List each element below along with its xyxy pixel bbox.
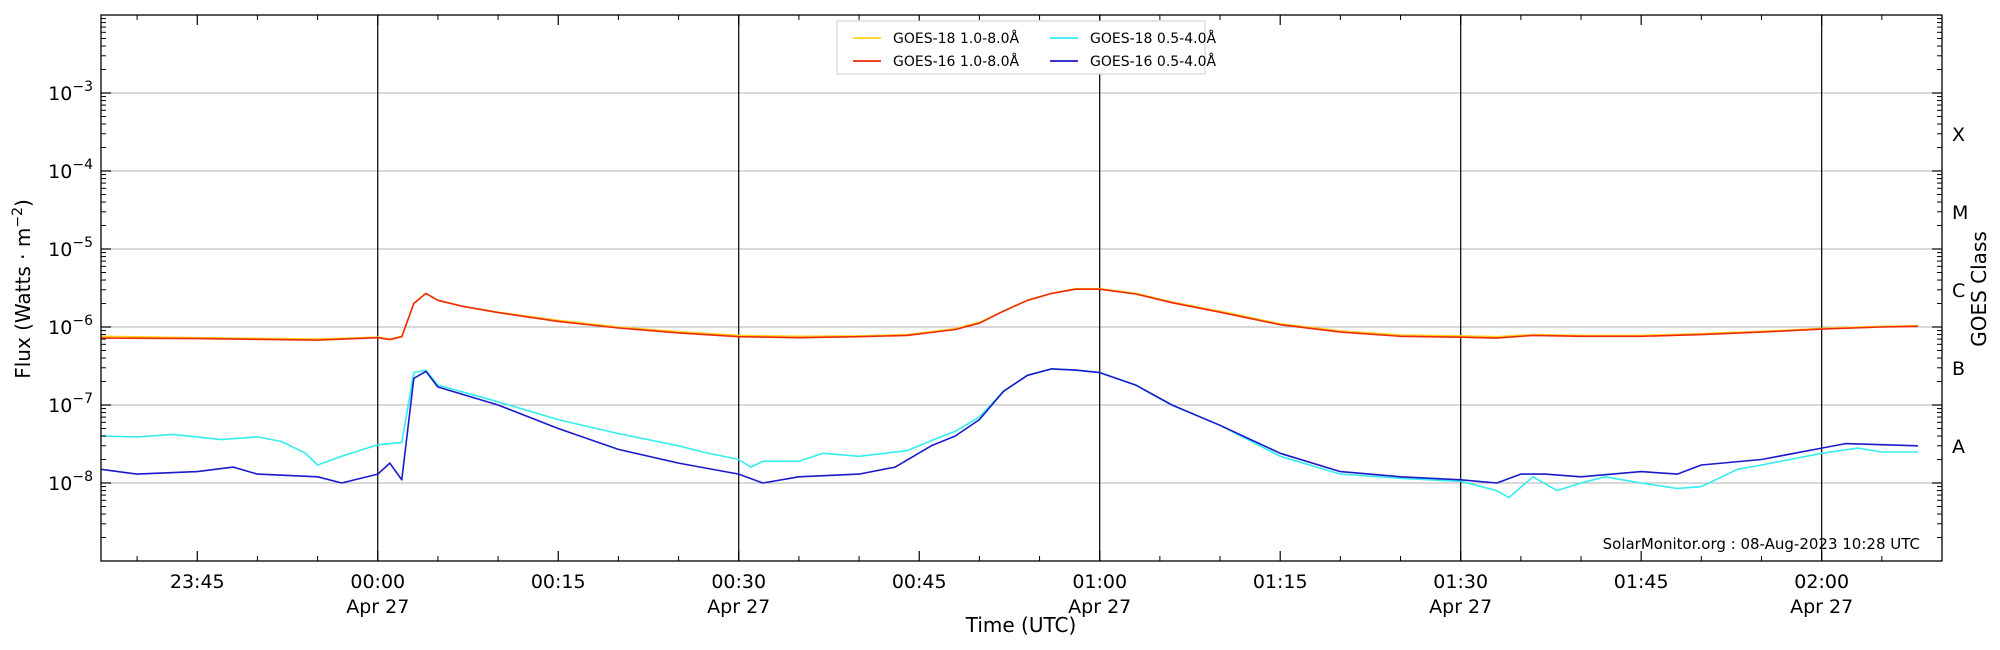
y-tick-base: 10: [48, 161, 72, 183]
goes-class-labels: A B C M X: [1952, 124, 1968, 458]
x-tick-label: 23:45: [170, 571, 225, 593]
y-tick-label: 10−4: [48, 157, 93, 183]
y-tick-base: 10: [48, 473, 72, 495]
y-tick-label: 10−6: [48, 313, 93, 339]
flux-series: [100, 287, 1918, 499]
y-tick-label: 10−5: [48, 235, 93, 261]
x-tick-label: 01:30: [1433, 571, 1488, 593]
x-tick-labels: 23:45 00:00 Apr 27 00:15 00:30 Apr 27 00:45 01:…: [170, 571, 1853, 618]
y-tick-exponent: −3: [72, 79, 93, 95]
legend-label: GOES-16 1.0-8.0Å: [893, 53, 1019, 70]
x-tick-date-label: Apr 27: [707, 596, 770, 618]
y-tick-exponent: −5: [72, 235, 93, 251]
x-tick-label: 00:45: [892, 571, 947, 593]
legend-box: [836, 20, 1206, 75]
legend-label: GOES-16 0.5-4.0Å: [1090, 53, 1216, 70]
x-tick-date-label: Apr 27: [346, 596, 409, 618]
legend-label: GOES-18 0.5-4.0Å: [1090, 30, 1216, 47]
y-axis-title: Flux (Watts · m−2): [10, 199, 35, 379]
y-tick-base: 10: [48, 239, 72, 261]
x-tick-label: 00:00: [350, 571, 405, 593]
goes-class-label: A: [1952, 436, 1965, 458]
x-tick-label: 00:15: [531, 571, 586, 593]
x-tick-label: 01:15: [1253, 571, 1308, 593]
y-axis-title-text: Flux (Watts · m: [11, 228, 35, 379]
x-tick-date-label: Apr 27: [1429, 596, 1492, 618]
goes-class-label: M: [1952, 202, 1968, 224]
legend-entries: GOES-18 1.0-8.0Å GOES-16 1.0-8.0Å GOES-18 …: [853, 30, 1216, 70]
y-tick-base: 10: [48, 395, 72, 417]
y-tick-exponent: −7: [72, 391, 93, 407]
gridlines: [101, 92, 1942, 484]
y-tick-exponent: −8: [72, 469, 93, 485]
y-tick-base: 10: [48, 317, 72, 339]
goes-class-label: B: [1952, 358, 1965, 380]
x-tick-label: 02:00: [1794, 571, 1849, 593]
y-axis-title-close: ): [11, 199, 35, 207]
right-axis-title: GOES Class: [1967, 231, 1991, 347]
series-line-2: [100, 288, 1918, 341]
axis-ticks: [101, 15, 1943, 561]
series-line-4: [100, 368, 1918, 484]
y-tick-labels: 10−810−710−610−510−410−3: [48, 79, 93, 495]
x-tick-label: 01:45: [1614, 571, 1669, 593]
x-tick-label: 00:30: [711, 571, 766, 593]
credit-text: SolarMonitor.org : 08-Aug-2023 10:28 UTC: [1603, 535, 1920, 553]
goes-class-label: X: [1952, 124, 1965, 146]
plot-frame: [100, 14, 1943, 562]
x-tick-date-label: Apr 27: [1790, 596, 1853, 618]
legend: GOES-18 1.0-8.0Å GOES-16 1.0-8.0Å GOES-18 …: [836, 20, 1216, 75]
y-tick-exponent: −6: [72, 313, 93, 329]
y-tick-exponent: −4: [72, 157, 93, 173]
y-tick-label: 10−3: [48, 79, 93, 105]
series-line-3: [100, 368, 1918, 499]
y-tick-label: 10−8: [48, 469, 93, 495]
series-line-1: [100, 287, 1918, 340]
x-tick-label: 01:00: [1072, 571, 1127, 593]
legend-label: GOES-18 1.0-8.0Å: [893, 30, 1019, 47]
x-axis-title: Time (UTC): [965, 613, 1077, 637]
goes-class-label: C: [1952, 280, 1965, 302]
y-tick-base: 10: [48, 83, 72, 105]
y-tick-label: 10−7: [48, 391, 93, 417]
y-axis-title-exponent: −2: [10, 207, 26, 228]
x-tick-date-label: Apr 27: [1068, 596, 1131, 618]
